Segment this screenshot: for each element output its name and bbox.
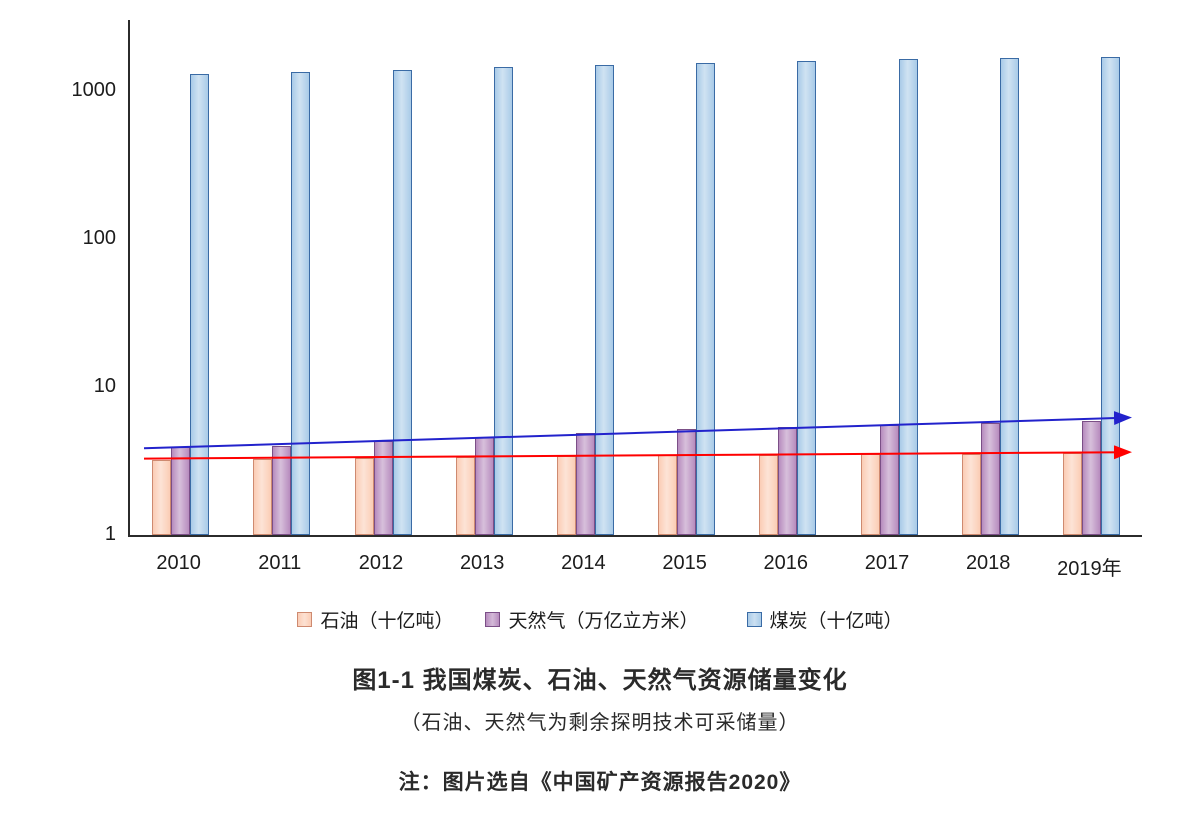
x-tick-label-2015: 2015: [662, 552, 707, 574]
chart-subtitle: （石油、天然气为剩余探明技术可采储量）: [400, 712, 800, 734]
chart-legend: 石油（十亿吨） 天然气（万亿立方米） 煤炭（十亿吨）: [0, 606, 1200, 633]
legend-label-oil: 石油（十亿吨）: [320, 611, 454, 632]
bar-coal-2019: [1100, 56, 1120, 535]
legend-item-gas: 天然气（万亿立方米）: [485, 606, 699, 633]
bar-gas-2014: [575, 432, 595, 535]
source-note: 注：图片选自《中国矿产资源报告2020》: [398, 771, 802, 794]
y-tick-label-1000: 1000: [71, 78, 117, 101]
x-tick-label-2018: 2018: [965, 552, 1011, 574]
plot-area: [128, 20, 1142, 537]
bar-oil-2019: [1062, 452, 1082, 535]
y-tick-label-10: 10: [93, 374, 116, 397]
bar-oil-2011: [253, 459, 273, 535]
bar-oil-2013: [455, 457, 475, 535]
bar-gas-2011: [272, 445, 292, 535]
bar-coal-2015: [696, 62, 716, 535]
legend-swatch-coal: [746, 612, 762, 627]
bar-oil-2018: [961, 453, 981, 535]
x-tick-label-2014: 2014: [561, 552, 606, 574]
bar-coal-2017: [898, 58, 918, 535]
legend-item-oil: 石油（十亿吨）: [297, 606, 453, 633]
bar-coal-2018: [999, 57, 1019, 535]
bar-gas-2016: [778, 426, 798, 535]
bar-coal-2012: [392, 69, 412, 535]
bar-oil-2015: [658, 455, 678, 535]
bar-gas-2010: [171, 447, 191, 535]
bar-coal-2016: [797, 60, 817, 535]
bar-gas-2012: [373, 441, 393, 535]
legend-item-coal: 煤炭（十亿吨）: [746, 606, 903, 633]
bar-oil-2014: [556, 456, 576, 535]
bar-gas-2018: [980, 423, 1000, 535]
y-tick-label-1: 1: [104, 523, 116, 545]
bar-coal-2010: [190, 73, 210, 535]
bar-oil-2012: [354, 458, 374, 535]
x-tick-label-2011: 2011: [258, 552, 302, 574]
x-tick-label-2012: 2012: [358, 552, 404, 574]
bar-oil-2017: [860, 454, 880, 535]
x-tick-label-2016: 2016: [763, 552, 809, 574]
bar-coal-2011: [291, 71, 311, 535]
x-tick-label-2013: 2013: [459, 552, 505, 574]
legend-swatch-gas: [485, 612, 501, 627]
x-tick-label-2010: 2010: [156, 552, 201, 574]
bar-gas-2019: [1081, 420, 1101, 535]
bar-oil-2010: [152, 460, 172, 535]
chart-title: 图1-1 我国煤炭、石油、天然气资源储量变化: [352, 667, 848, 694]
bar-coal-2014: [594, 65, 614, 535]
legend-label-coal: 煤炭（十亿吨）: [769, 611, 903, 632]
bar-oil-2016: [759, 455, 779, 535]
bar-gas-2015: [677, 428, 697, 535]
y-tick-label-100: 100: [82, 226, 116, 249]
x-tick-label-2017: 2017: [864, 552, 910, 574]
bar-coal-2013: [493, 67, 513, 535]
legend-swatch-oil: [297, 612, 313, 627]
bar-gas-2013: [474, 436, 494, 535]
x-tick-label-2019: 2019年: [1057, 558, 1122, 580]
legend-label-gas: 天然气（万亿立方米）: [508, 611, 699, 632]
bar-gas-2017: [879, 425, 899, 535]
